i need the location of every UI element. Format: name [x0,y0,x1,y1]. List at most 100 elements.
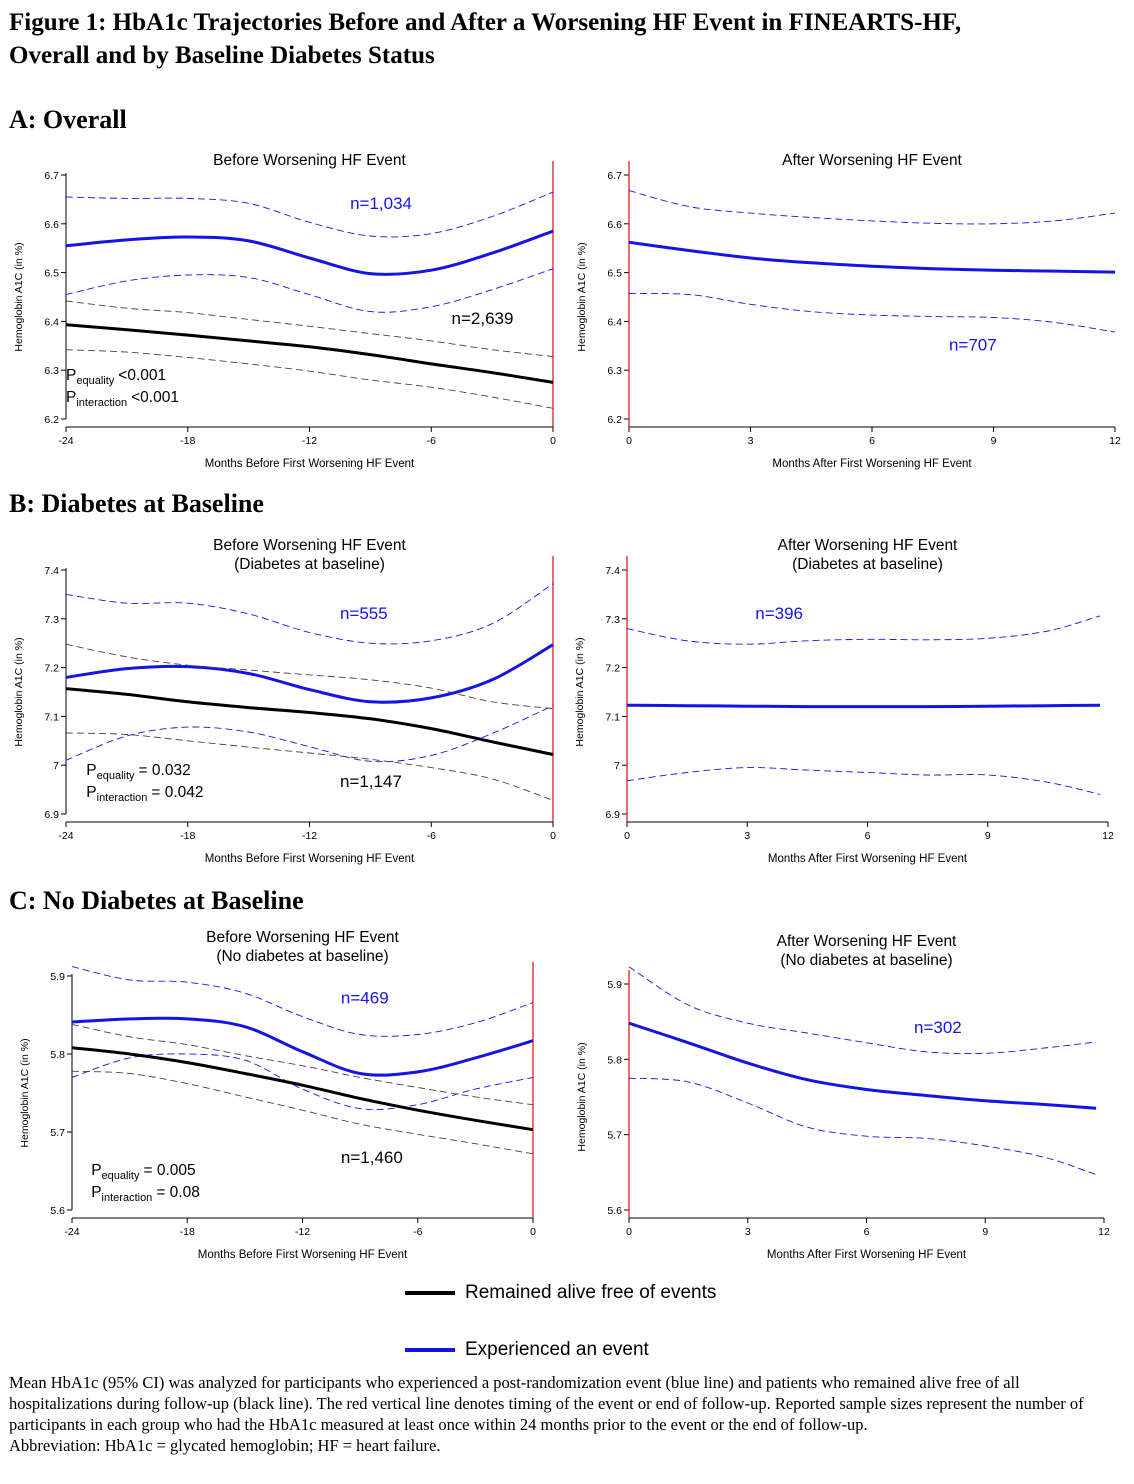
section-label-a: A: Overall [9,105,127,134]
p-value-text: = 0.032 [139,762,191,779]
y-tick-label: 7.3 [605,614,620,626]
x-tick-label: 6 [869,435,875,447]
sample-size-annotation: n=707 [949,336,997,355]
x-tick-label: -24 [64,1226,79,1238]
x-tick-label: -18 [180,1226,195,1238]
section-label-c: C: No Diabetes at Baseline [9,886,304,915]
y-tick-label: 6.9 [44,809,59,821]
x-axis-label: Months After First Worsening HF Event [768,853,968,865]
y-tick-label: 6.7 [607,170,622,182]
y-tick-label: 6.3 [44,365,59,377]
sample-size-annotation: n=302 [914,1018,962,1037]
y-tick-label: 5.6 [50,1205,65,1217]
y-tick-label: 6.2 [44,414,59,426]
x-tick-label: -12 [295,1226,310,1238]
x-axis-label: Months Before First Worsening HF Event [205,458,415,470]
y-tick-label: 5.9 [50,971,65,983]
panel-title: Before Worsening HF Event [206,929,399,946]
panel-title: After Worsening HF Event [777,933,957,950]
ci-upper-event [65,191,554,238]
ci-lower-event [628,1077,1097,1176]
p-subscript: interaction [76,397,127,409]
y-tick-label: 6.6 [44,219,59,231]
x-tick-label: 6 [865,830,871,842]
x-tick-label: 0 [550,830,556,842]
sample-size-annotation: n=2,639 [452,309,514,328]
x-tick-label: 6 [864,1226,870,1238]
panel-row-a: Before Worsening HF Event 6.2 6.3 6.4 6.5 6.6… [13,152,1121,470]
chart-panel-B-after: After Worsening HF Event (Diabetes at bas… [574,537,1114,865]
ci-lower-event [626,767,1101,795]
mean-line-no_event [65,687,554,756]
y-axis-label: Hemoglobin A1C (in %) [574,637,586,746]
y-tick-label: 5.8 [50,1049,65,1061]
mean-line-event [65,643,554,704]
x-tick-label: 9 [991,435,997,447]
p-value-equality: Pequality <0.001 [66,367,166,387]
p-letter: P [86,784,96,801]
y-tick-label: 6.2 [607,414,622,426]
y-tick-label: 6.9 [605,809,620,821]
panel-subtitle: (No diabetes at baseline) [780,952,952,969]
p-value-equality: Pequality = 0.005 [91,1162,195,1182]
x-axis-label: Months Before First Worsening HF Event [205,853,415,865]
y-tick-label: 5.7 [50,1127,65,1139]
p-value-text: <0.001 [118,367,166,384]
mean-line-event [71,1016,534,1077]
y-tick-label: 7.1 [44,711,59,723]
x-axis-label: Months After First Worsening HF Event [767,1249,967,1261]
legend-swatch-event [405,1348,455,1352]
mean-line-no_event [71,1046,534,1132]
p-subscript: equality [97,770,135,782]
p-subscript: equality [76,375,114,387]
sample-size-annotation: n=1,460 [341,1148,403,1167]
p-value-interaction: Pinteraction = 0.042 [86,784,203,804]
ci-lower-event [65,268,554,313]
y-tick-label: 5.6 [607,1205,622,1217]
y-tick-label: 7.4 [44,565,59,577]
y-tick-label: 7.2 [44,663,59,675]
panel-title: After Worsening HF Event [782,152,962,169]
caption-main: Mean HbA1c (95% CI) was analyzed for par… [9,1373,1084,1434]
y-tick-label: 6.3 [607,365,622,377]
x-tick-label: 12 [1098,1226,1110,1238]
x-tick-label: -24 [58,830,73,842]
x-tick-label: -18 [180,830,195,842]
x-tick-label: 3 [748,435,754,447]
x-tick-label: 0 [626,1226,632,1238]
ci-upper-event [65,583,554,645]
x-axis-label: Months After First Worsening HF Event [772,458,972,470]
x-tick-label: 3 [744,830,750,842]
y-tick-label: 6.7 [44,170,59,182]
p-value-interaction: Pinteraction <0.001 [66,389,179,409]
legend-item-no-event: Remained alive free of events [405,1280,716,1306]
figure-title: Figure 1: HbA1c Trajectories Before and … [9,6,1119,72]
x-tick-label: 12 [1109,435,1121,447]
p-letter: P [91,1162,101,1179]
y-tick-label: 6.5 [607,268,622,280]
sample-size-annotation: n=469 [341,988,389,1007]
ci-upper-no_event [65,643,554,710]
panel-title: Before Worsening HF Event [213,152,406,169]
p-letter: P [66,389,76,406]
x-tick-label: 0 [550,435,556,447]
figure-caption: Mean HbA1c (95% CI) was analyzed for par… [9,1372,1127,1456]
figure-title-line-1: Figure 1: HbA1c Trajectories Before and … [9,9,962,36]
x-tick-label: 9 [982,1226,988,1238]
p-value-text: = 0.042 [151,784,203,801]
y-tick-label: 6.4 [607,316,622,328]
ci-upper-no_event [65,300,554,357]
y-tick-label: 5.7 [607,1130,622,1142]
x-tick-label: -6 [427,830,436,842]
p-value-text: = 0.005 [143,1162,195,1179]
sample-size-annotation: n=555 [340,604,388,623]
p-value-interaction: Pinteraction = 0.08 [91,1184,200,1204]
y-axis-label: Hemoglobin A1C (in %) [13,242,25,351]
y-axis-label: Hemoglobin A1C (in %) [19,1038,31,1147]
x-tick-label: -24 [58,435,73,447]
p-value-text: <0.001 [131,389,179,406]
p-letter: P [86,762,96,779]
ci-lower-no_event [71,1070,534,1155]
p-subscript: interaction [102,1192,153,1204]
chart-panel-C-before: Before Worsening HF Event (No diabetes at… [19,929,536,1261]
